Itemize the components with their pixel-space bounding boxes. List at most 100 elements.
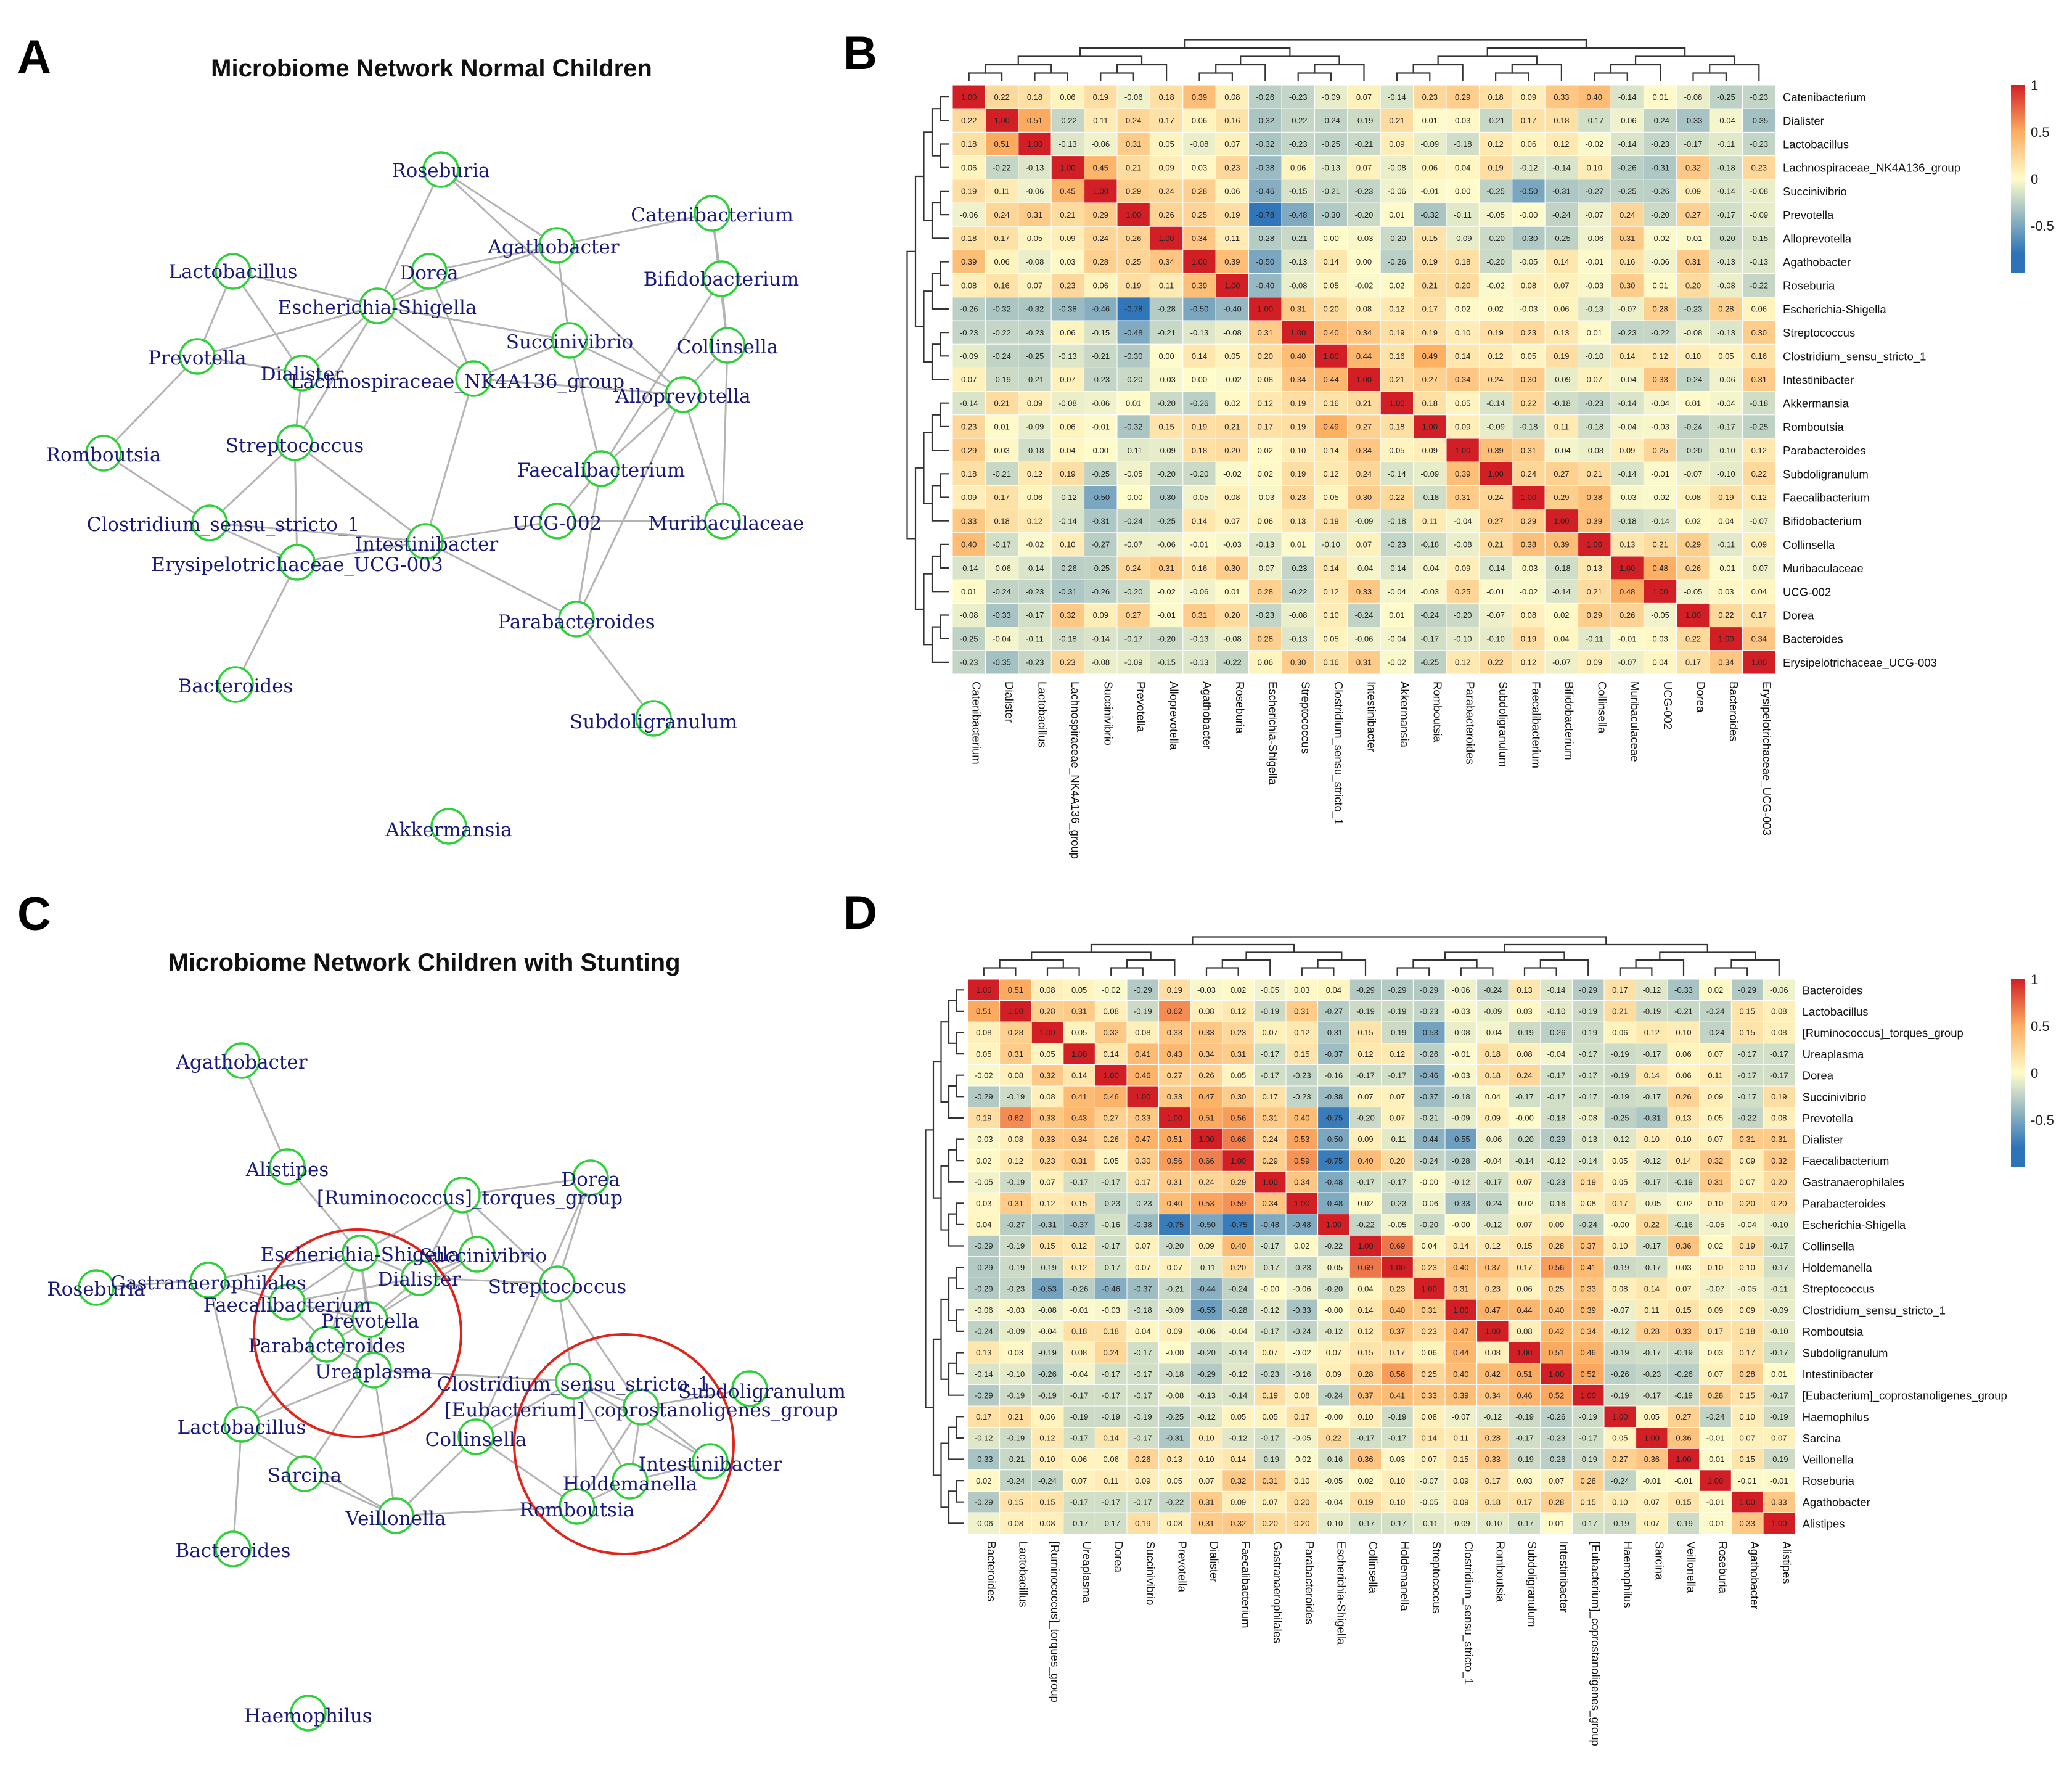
heatmap-b-cell-value-24-3: 0.23 [1060,658,1075,667]
heatmap-d-cell-value-15-5: -0.18 [1134,1305,1152,1315]
heatmap-d-cell-value-13-24: 0.10 [1740,1263,1755,1272]
heatmap-b-cell-value-7-8: 0.39 [1224,257,1240,266]
heatmap-b-cell-value-18-10: 0.13 [1290,516,1306,525]
heatmap-d-cell-value-8-17: -0.14 [1515,1156,1534,1165]
heatmap-b-cell-3-4 [1084,155,1118,180]
heatmap-b-cell-value-8-12: -0.02 [1355,281,1374,290]
heatmap-d-cell-value-20-8: 0.05 [1231,1412,1246,1421]
heatmap-d-cell-value-17-4: 0.24 [1104,1348,1119,1357]
heatmap-b-cell-value-14-17: -0.18 [1520,422,1538,432]
network-c-node-clostridium-sensu-stricto-1 [555,1363,592,1400]
heatmap-b-cell-value-4-5: 0.29 [1126,187,1141,196]
heatmap-b-cell-value-22-10: -0.08 [1289,610,1308,620]
heatmap-d-cell-value-24-14: -0.05 [1420,1497,1438,1506]
panel-letter-c: C [17,888,51,940]
heatmap-d-cell-value-15-14: 0.31 [1422,1305,1437,1315]
heatmap-b-cell-value-16-12: 0.24 [1356,469,1372,479]
heatmap-b-cell-value-21-3: -0.31 [1059,587,1077,596]
heatmap-d-cell-value-7-13: -0.11 [1388,1135,1406,1144]
heatmap-b-cell-value-8-6: 0.11 [1159,281,1174,290]
heatmap-d-cell-value-24-22: 0.15 [1676,1497,1691,1506]
heatmap-d-cell-value-17-24: 0.17 [1740,1348,1755,1357]
heatmap-d-cell-value-14-17: 0.06 [1517,1284,1532,1293]
heatmap-b-cell-value-13-18: -0.18 [1552,398,1571,408]
heatmap-d-cell-value-3-18: -0.04 [1547,1050,1566,1059]
heatmap-d-cell-value-24-3: -0.17 [1070,1497,1089,1506]
heatmap-b-cell-value-20-6: 0.31 [1158,564,1174,573]
heatmap-b-cell-value-10-24: 0.30 [1751,328,1767,337]
heatmap-b-cell-value-18-5: -0.24 [1124,516,1143,525]
heatmap-b-cell-value-4-3: 0.45 [1060,187,1075,196]
heatmap-b-cell-value-0-17: 0.09 [1521,92,1536,102]
heatmap-b-row-label-succinivibrio: Succinivibrio [1783,185,1847,198]
heatmap-d-cell-value-17-18: 0.51 [1549,1348,1564,1357]
network-a-node-label-intestinibacter: Intestinibacter [355,533,499,556]
heatmap-d-cell-value-7-7: 1.00 [1198,1135,1214,1144]
heatmap-d-column-label-subdoligranulum: Subdoligranulum [1526,1542,1539,1627]
heatmap-d-cell-value-18-13: 0.56 [1390,1370,1405,1379]
heatmap-d-dendrogram-top-branch [1110,967,1144,976]
heatmap-b-cell-value-7-18: 0.14 [1554,257,1569,266]
heatmap-d-row-label-bacteroides: Bacteroides [1803,984,1863,996]
heatmap-b-cell-value-11-10: 0.40 [1290,351,1306,361]
heatmap-b-cell-value-20-16: -0.14 [1486,564,1505,573]
heatmap-b-cell-5-15 [1446,202,1480,227]
heatmap-b-cell-value-15-21: 0.25 [1652,446,1668,455]
heatmap-b-cell-4-4 [1084,179,1118,203]
heatmap-b-row-labels: CatenibacteriumDialisterLactobacillusLac… [1783,91,1960,670]
heatmap-b-cell-value-9-18: 0.06 [1554,305,1569,314]
heatmap-b-cell-3-11 [1314,155,1348,180]
heatmap-b-cell-value-1-17: 0.17 [1521,116,1536,125]
heatmap-d-cell-value-20-5: -0.19 [1134,1412,1152,1421]
heatmap-b-row-label-streptococcus: Streptococcus [1783,326,1855,339]
network-a-node-bifidobacterium [703,260,740,297]
heatmap-b-cell-value-24-14: -0.25 [1420,658,1439,667]
heatmap-b-cell-value-8-17: 0.08 [1521,281,1536,290]
heatmap-d-cell-value-22-3: 0.06 [1071,1455,1087,1464]
network-a-node-label-romboutsia: Romboutsia [46,444,162,466]
heatmap-b-cell-value-10-5: -0.48 [1124,328,1143,337]
network-a-node-intestinibacter [407,523,444,560]
heatmap-b-dendrogram-top-branch [1034,72,1068,81]
heatmap-d-cell-value-13-12: 0.69 [1357,1263,1373,1272]
heatmap-d-cell-value-1-2: 0.28 [1039,1007,1055,1016]
heatmap-d-dendrogram-left-branch [948,1000,957,1044]
heatmap-d-cell-value-11-11: 1.00 [1326,1220,1341,1230]
heatmap-b-cell-value-10-10: 1.00 [1290,328,1306,337]
heatmap-b-cell-value-14-20: -0.04 [1618,422,1637,432]
heatmap-d-cell-value-25-6: 0.08 [1167,1519,1182,1528]
network-c-edge-parabacteroides--lactobacillus [240,1343,328,1426]
heatmap-b-cell-2-23 [1709,131,1743,157]
heatmap-b-cell-value-19-22: 0.29 [1685,540,1701,549]
network-c-node-label-gastranaerophilales: Gastranaerophilales [110,1272,306,1294]
heatmap-d-cell-value-20-6: -0.25 [1166,1412,1184,1421]
network-a-edge-roseburia--escherichia-shigella [376,169,442,306]
heatmap-d-cell-value-12-17: 0.15 [1517,1241,1532,1251]
heatmap-d-cell-value-2-9: 0.07 [1263,1028,1278,1037]
heatmap-d-cell-value-4-6: 0.27 [1167,1070,1182,1080]
heatmap-b-cell-value-23-9: 0.28 [1258,634,1273,643]
heatmap-d-cell-value-25-23: -0.01 [1706,1519,1725,1528]
heatmap-b-cell-value-12-21: 0.33 [1652,375,1668,384]
heatmap-b-cell-3-20 [1610,155,1644,180]
heatmap-d-cell-value-25-5: 0.19 [1135,1519,1150,1528]
heatmap-d-cell-value-12-12: 1.00 [1357,1241,1373,1251]
network-c-node-label-prevotella: Prevotella [321,1310,419,1333]
heatmap-b-cell-value-15-13: 0.05 [1389,446,1404,455]
network-c-title: Microbiome Network Children with Stuntin… [168,949,680,976]
heatmap-d-dendrogram-top-branch [1412,959,1478,968]
heatmap-b-cell-value-17-17: 1.00 [1521,493,1536,502]
heatmap-d-cell-value-18-16: 0.42 [1485,1370,1501,1379]
heatmap-b-cell-value-3-15: 0.04 [1455,163,1470,172]
network-a-edge-streptococcus--erysipelotrichaceae-ucg-003 [293,442,298,563]
heatmap-d-cell-value-19-21: -0.17 [1643,1391,1661,1400]
heatmap-b-cell-value-14-3: 0.06 [1060,422,1075,432]
heatmap-b-cell-value-0-7: 0.39 [1192,92,1207,102]
heatmap-b-cell-value-18-15: -0.04 [1454,516,1472,525]
heatmap-d-cell-value-19-18: 0.52 [1549,1391,1564,1400]
heatmap-b-cell-value-24-13: -0.02 [1388,658,1406,667]
heatmap-b-cell-value-10-8: -0.08 [1223,328,1242,337]
heatmap-d-cell-value-3-19: -0.17 [1579,1050,1597,1059]
heatmap-d-cell-value-12-25: -0.17 [1770,1241,1788,1251]
heatmap-d-cell-value-9-13: -0.17 [1388,1177,1407,1186]
